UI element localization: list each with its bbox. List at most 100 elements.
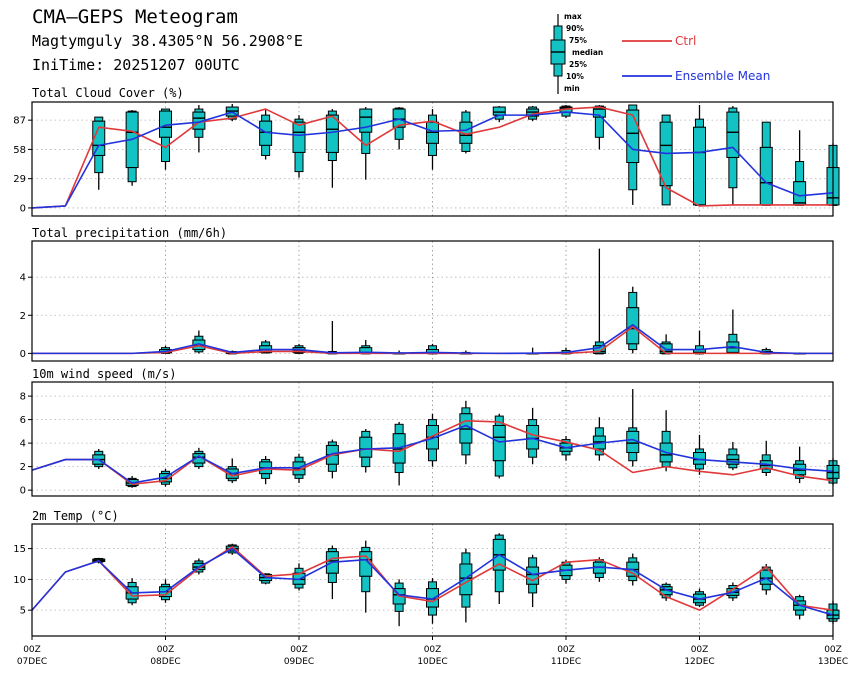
cloud-box-upper bbox=[461, 111, 471, 123]
wind-box-lower bbox=[161, 481, 170, 485]
cloud-boxplot bbox=[426, 109, 439, 170]
temp-box-upper bbox=[361, 546, 371, 553]
wind-box-lower bbox=[94, 463, 104, 468]
temp-box-upper bbox=[528, 557, 538, 568]
precip-boxplot bbox=[592, 248, 606, 355]
temp-ytick-label: 15 bbox=[13, 544, 26, 555]
cloud-box-iqr bbox=[626, 109, 640, 164]
temp-box-lower bbox=[728, 594, 738, 599]
location-label: Magtymguly 38.4305°N 56.2908°E bbox=[32, 32, 303, 50]
cloud-box-lower bbox=[594, 116, 604, 138]
cloud-box-lower bbox=[94, 154, 104, 174]
wind-box-upper bbox=[294, 456, 304, 463]
precip-box-upper bbox=[728, 333, 738, 343]
cloud-box-lower bbox=[661, 185, 671, 206]
temp-boxplot bbox=[492, 533, 506, 604]
wind-boxplot bbox=[726, 441, 740, 471]
precip-panel-title: Total precipitation (mm/6h) bbox=[32, 226, 227, 240]
x-axis: 00Z 07DEC 00Z 08DEC 00Z 09DEC 00Z 10DEC 00Z 11DEC… bbox=[17, 636, 848, 667]
wind-box-lower bbox=[261, 473, 271, 479]
cloud-box-upper bbox=[795, 161, 805, 183]
wind-box-lower bbox=[528, 448, 538, 458]
wind-boxplot bbox=[359, 429, 373, 473]
precip-box-lower bbox=[294, 351, 304, 354]
wind-box-lower bbox=[194, 462, 204, 468]
legend-min-label: min bbox=[564, 84, 580, 93]
x-tick-date-label: 12DEC bbox=[684, 657, 714, 667]
wind-box-iqr bbox=[526, 424, 540, 450]
temp-boxplot bbox=[392, 579, 406, 627]
temp-boxplot bbox=[359, 540, 373, 613]
cloud-box-lower bbox=[327, 151, 337, 162]
precip-box-upper bbox=[428, 345, 437, 351]
wind-boxplot bbox=[592, 417, 606, 461]
wind-boxplot bbox=[793, 446, 807, 484]
precip-boxplot bbox=[192, 330, 206, 354]
temp-ytick-label: 5 bbox=[20, 606, 26, 617]
temp-box-iqr bbox=[526, 566, 540, 585]
legend: max 90% 75% median 25% 10% min Ctrl Ense… bbox=[540, 8, 850, 98]
cloud-ytick-label: 29 bbox=[13, 174, 26, 185]
wind-boxplot bbox=[693, 434, 706, 475]
precip-box-lower bbox=[194, 349, 204, 353]
wind-box-upper bbox=[94, 450, 104, 456]
wind-boxplot bbox=[759, 440, 773, 477]
cloud-box-lower bbox=[261, 144, 271, 156]
cloud-box-upper bbox=[628, 104, 638, 111]
cloud-boxplot bbox=[492, 106, 506, 123]
wind-mean-line bbox=[31, 424, 834, 484]
cloud-box-lower bbox=[628, 162, 638, 191]
x-tick-hour-label: 00Z bbox=[424, 645, 442, 655]
cloud-boxplot bbox=[392, 107, 406, 150]
wind-ctrl-line bbox=[31, 419, 834, 486]
cloud-panel-frame bbox=[31, 101, 834, 217]
cloud-ytick-label: 87 bbox=[13, 116, 26, 127]
precip-box-lower bbox=[594, 352, 604, 355]
cloud-box-lower bbox=[394, 126, 404, 140]
cloud-box-lower bbox=[428, 142, 437, 156]
precip-box-upper bbox=[261, 341, 271, 347]
wind-panel-frame bbox=[31, 381, 834, 497]
temp-box-lower bbox=[127, 598, 137, 604]
x-tick-date-label: 09DEC bbox=[284, 657, 314, 667]
temp-mean-line bbox=[31, 547, 834, 616]
x-tick-hour-label: 00Z bbox=[23, 645, 41, 655]
temp-box-lower bbox=[594, 572, 604, 579]
wind-box-lower bbox=[394, 462, 404, 473]
temp-panel: 2m Temp (°C) 5 10 15 bbox=[13, 509, 840, 637]
wind-box-upper bbox=[594, 427, 604, 437]
legend-median-label: median bbox=[572, 48, 604, 57]
cloud-box-upper bbox=[661, 114, 671, 123]
x-tick-hour-label: 00Z bbox=[557, 645, 575, 655]
temp-box-lower bbox=[695, 602, 704, 606]
wind-box-upper bbox=[327, 441, 337, 446]
precip-mean-line bbox=[32, 324, 833, 355]
cloud-ytick-label: 0 bbox=[20, 203, 26, 214]
wind-box-lower bbox=[227, 477, 237, 482]
wind-boxplot bbox=[626, 389, 640, 467]
x-tick-date-label: 08DEC bbox=[150, 657, 180, 667]
wind-boxplot bbox=[325, 439, 339, 479]
wind-boxplot bbox=[526, 407, 540, 465]
temp-box-lower bbox=[161, 596, 170, 601]
init-time-label: IniTime: 20251207 00UTC bbox=[32, 56, 240, 74]
wind-box-lower bbox=[728, 463, 738, 469]
temp-box-lower bbox=[761, 583, 771, 591]
temp-boxplot bbox=[459, 548, 473, 623]
legend-p10-label: 10% bbox=[566, 72, 584, 81]
legend-p25-label: 25% bbox=[569, 60, 587, 69]
cloud-boxplot bbox=[626, 104, 640, 205]
cloud-box-iqr bbox=[726, 111, 740, 158]
x-tick-date-label: 10DEC bbox=[417, 657, 447, 667]
temp-panel-title: 2m Temp (°C) bbox=[32, 509, 119, 523]
cloud-boxplot bbox=[759, 121, 773, 206]
cloud-boxplot bbox=[659, 114, 673, 206]
legend-max-label: max bbox=[564, 12, 582, 21]
cloud-box-iqr bbox=[292, 121, 306, 153]
wind-box-lower bbox=[428, 448, 437, 462]
cloud-box-lower bbox=[461, 142, 471, 152]
wind-panel: 10m wind speed (m/s) 0 2 4 6 8 bbox=[20, 367, 840, 497]
temp-ytick-label: 10 bbox=[13, 575, 26, 586]
cloud-boxplot bbox=[125, 110, 139, 186]
wind-box-lower bbox=[628, 452, 638, 462]
